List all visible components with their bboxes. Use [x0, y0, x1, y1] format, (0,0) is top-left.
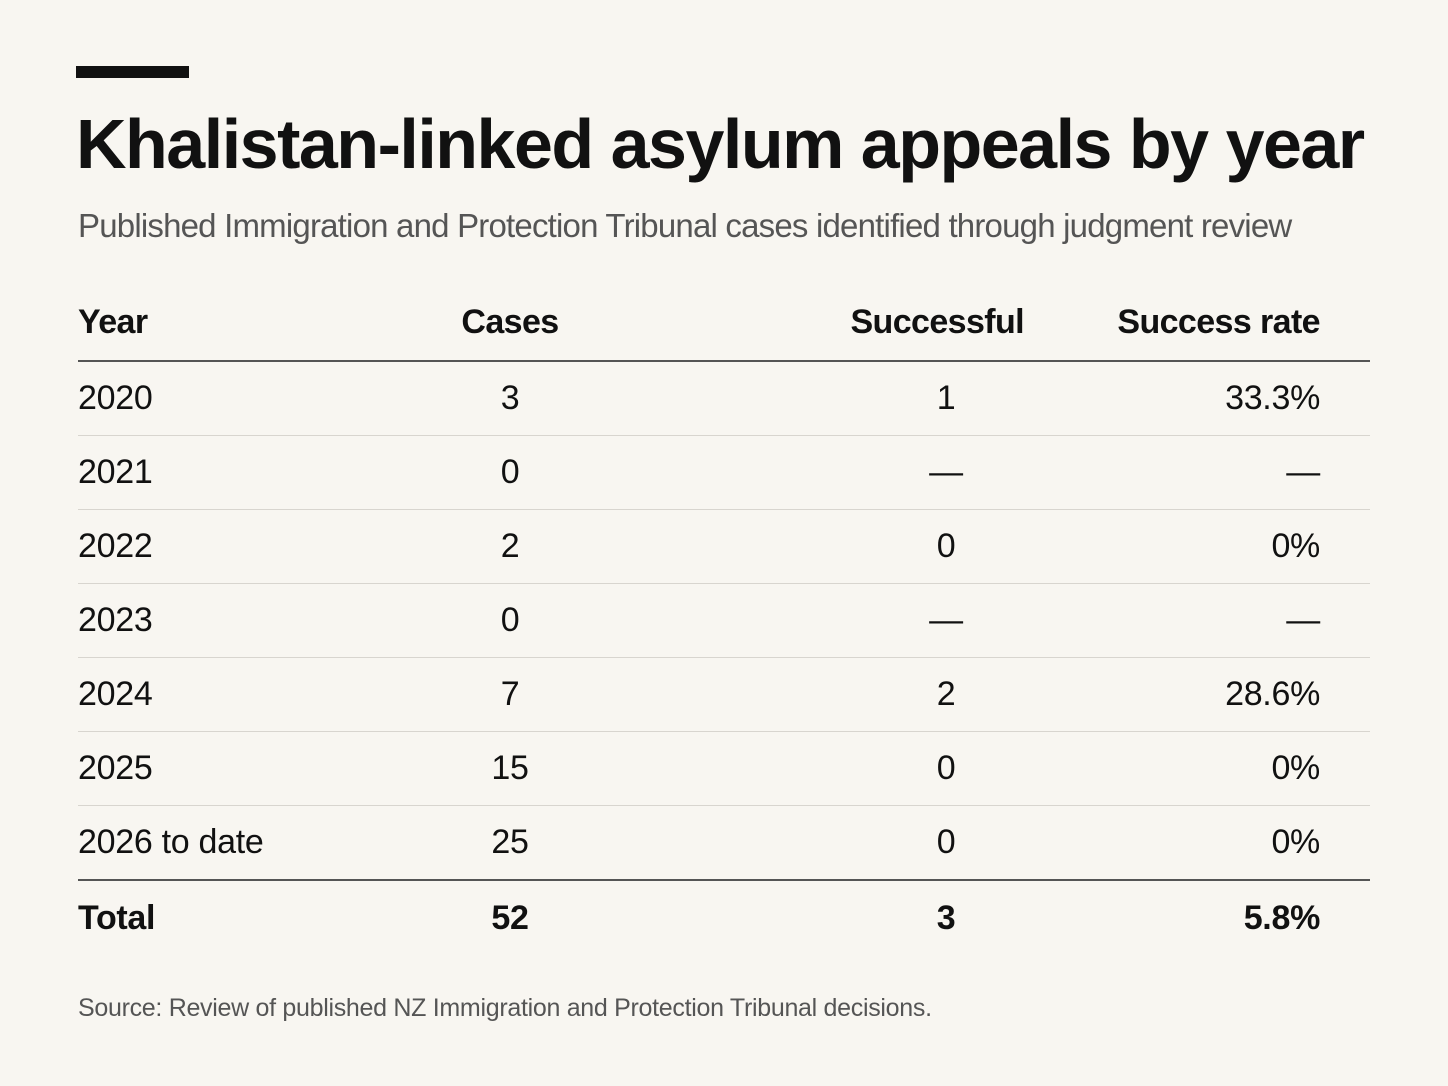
cases-cell: 0 — [390, 435, 630, 510]
chart-title: Khalistan-linked asylum appeals by year — [76, 105, 1365, 183]
table-row: 2023 0 — — — [78, 583, 1370, 658]
header-successful-label: Successful — [850, 302, 1024, 341]
title-accent-bar — [76, 66, 189, 78]
year-cell: 2020 — [78, 361, 390, 436]
success-rate-cell: — — [1108, 583, 1370, 658]
table-row: 2021 0 — — — [78, 435, 1370, 510]
year-cell: 2022 — [78, 509, 390, 584]
successful-cell: 0 — [630, 731, 1108, 806]
successful-value: — — [929, 453, 963, 491]
total-successful-value: 3 — [936, 898, 956, 937]
successful-cell: 1 — [630, 361, 1108, 436]
total-successful-cell: 3 — [630, 880, 1108, 955]
source-note: Source: Review of published NZ Immigrati… — [78, 994, 932, 1022]
success-rate-cell: — — [1108, 435, 1370, 510]
appeals-table: Year Cases Successful Success rate 2020 3… — [78, 284, 1370, 955]
success-rate-cell: 0% — [1108, 509, 1370, 584]
successful-cell: 0 — [630, 805, 1108, 881]
successful-cell: — — [630, 435, 1108, 510]
year-cell: 2026 to date — [78, 805, 390, 881]
cases-cell: 3 — [390, 361, 630, 436]
chart-subtitle: Published Immigration and Protection Tri… — [78, 207, 1292, 244]
table-header-row: Year Cases Successful Success rate — [78, 284, 1370, 362]
year-cell: 2021 — [78, 435, 390, 510]
total-success-rate-cell: 5.8% — [1243, 898, 1321, 937]
table-row: 2022 2 0 0% — [78, 509, 1370, 584]
cases-cell: 7 — [390, 657, 630, 732]
table-body: 2020 3 1 33.3% 2021 0— —2022 2 0 0% 2023 0— —2024 7 2 2… — [78, 361, 1370, 955]
table-row: 2026 to date 25 0 0% — [78, 805, 1370, 881]
successful-value: 1 — [936, 379, 956, 417]
header-cases: Cases — [390, 284, 630, 362]
year-cell: 2024 — [78, 657, 390, 732]
header-success-rate: Success rate — [1108, 284, 1370, 362]
table-row: 2024 7 2 28.6% — [78, 657, 1370, 732]
total-year-cell: Total — [78, 898, 156, 937]
header-successful: Successful — [630, 284, 1108, 362]
successful-cell: — — [630, 583, 1108, 658]
successful-value: — — [929, 601, 963, 639]
table-row: 2020 3 1 33.3% — [78, 361, 1370, 436]
header-year: Year — [78, 284, 390, 362]
success-rate-cell: 28.6% — [1108, 657, 1370, 732]
successful-value: 0 — [936, 823, 956, 861]
cases-cell: 25 — [390, 805, 630, 881]
successful-value: 2 — [936, 675, 956, 713]
year-cell: 2023 — [78, 583, 390, 658]
successful-cell: 0 — [630, 509, 1108, 584]
cases-cell: 2 — [390, 509, 630, 584]
successful-value: 0 — [936, 527, 956, 565]
cases-cell: 0 — [390, 583, 630, 658]
successful-cell: 2 — [630, 657, 1108, 732]
success-rate-cell: 0% — [1108, 805, 1370, 881]
table-row: 2025 15 0 0% — [78, 731, 1370, 806]
cases-cell: 15 — [390, 731, 630, 806]
successful-value: 0 — [936, 749, 956, 787]
year-cell: 2025 — [78, 731, 390, 806]
total-row: Total 52 3 5.8% — [78, 880, 1370, 955]
success-rate-cell: 0% — [1108, 731, 1370, 806]
total-cases-cell: 52 — [491, 898, 529, 937]
success-rate-cell: 33.3% — [1108, 361, 1370, 436]
